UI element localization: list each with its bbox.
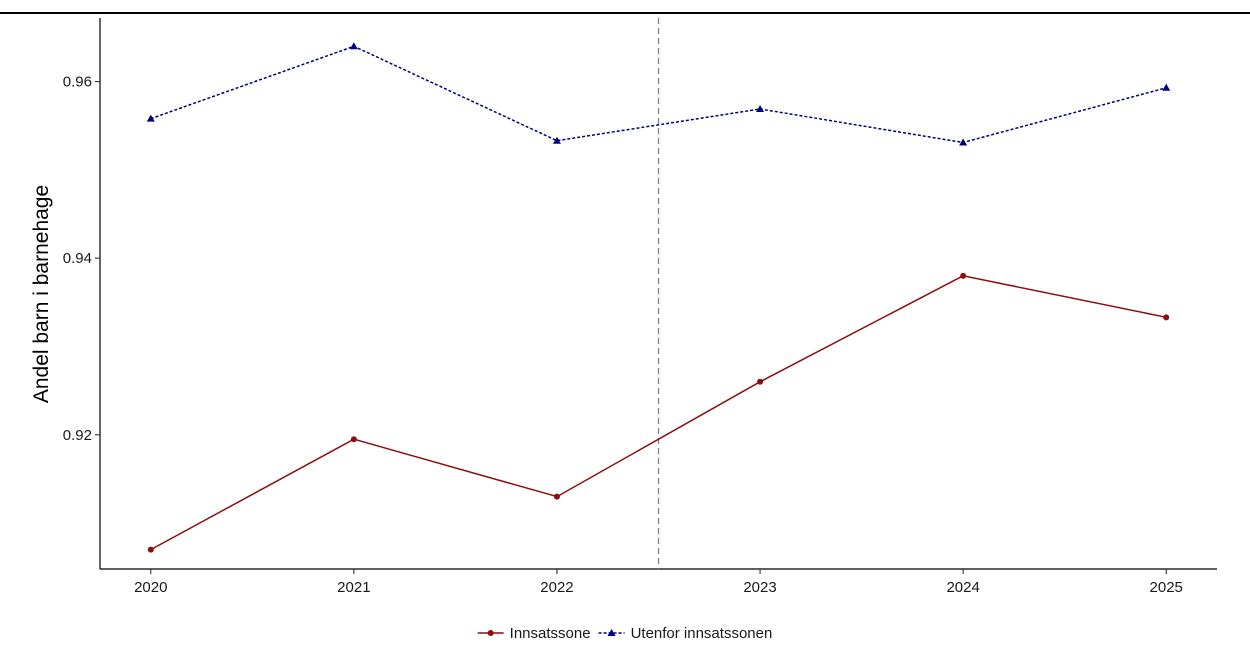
data-point (553, 493, 560, 500)
data-point (147, 546, 154, 553)
y-axis-ticks: 0.92 0.94 0.96 (63, 74, 100, 444)
y-tick-label: 0.92 (63, 427, 92, 444)
data-point (350, 436, 357, 443)
y-axis-title: Andel barn i barnehage (30, 185, 53, 403)
data-point (959, 138, 968, 146)
data-point (146, 114, 155, 122)
legend-label: Innsatssone (510, 625, 591, 642)
series-group (146, 42, 1171, 553)
y-tick-label: 0.96 (63, 74, 92, 91)
x-tick-label: 2021 (337, 579, 370, 596)
y-tick-label: 0.94 (63, 250, 92, 267)
legend: Innsatssone Utenfor innsatssonen (477, 625, 773, 642)
legend-label: Utenfor innsatssonen (631, 625, 773, 642)
legend-key-marker (487, 630, 494, 636)
x-tick-label: 2022 (540, 579, 573, 596)
x-tick-label: 2024 (946, 579, 979, 596)
series-line-1 (150, 275, 1167, 551)
legend-key-marker (607, 629, 616, 636)
data-point (756, 104, 765, 112)
data-point (1162, 83, 1171, 91)
x-tick-label: 2023 (743, 579, 776, 596)
data-point (1163, 314, 1170, 321)
x-tick-label: 2020 (134, 579, 167, 596)
x-axis-ticks: 2020 2021 2022 2023 2024 2025 (134, 569, 1183, 596)
data-point (552, 136, 561, 144)
data-point (960, 272, 967, 279)
series-line-2 (150, 45, 1167, 144)
data-point (349, 42, 358, 50)
x-tick-label: 2025 (1150, 579, 1183, 596)
data-point (757, 378, 764, 385)
